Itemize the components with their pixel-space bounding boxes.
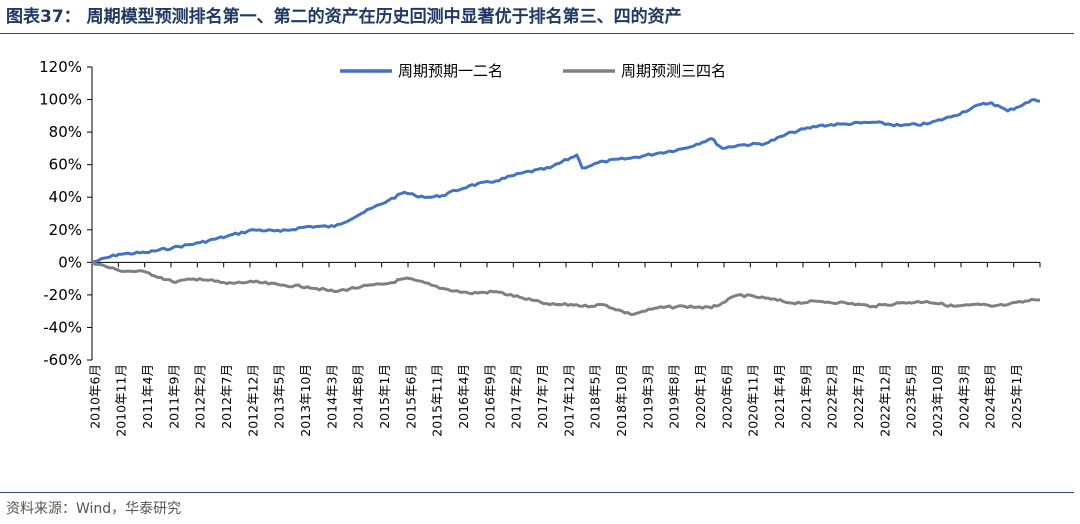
x-tick-label: 2014年8月: [351, 364, 366, 429]
y-tick-label: 100%: [39, 91, 82, 109]
x-tick-label: 2010年6月: [87, 364, 102, 429]
series-line-2: [91, 261, 1041, 316]
title-divider: [0, 33, 1074, 34]
x-tick-label: 2024年8月: [983, 364, 998, 429]
x-tick-label: 2014年3月: [324, 364, 339, 429]
x-tick-label: 2018年10月: [614, 364, 629, 437]
x-tick-label: 2017年12月: [561, 364, 576, 437]
y-tick-label: -40%: [43, 318, 82, 336]
legend-label: 周期预期一二名: [398, 62, 503, 80]
x-tick-label: 2012年12月: [245, 364, 260, 437]
y-axis: -60% -40% -20% 0% 20% 40% 60% 80% 100% 120%: [39, 58, 93, 369]
x-tick-label: 2020年6月: [719, 364, 734, 429]
x-tick-label: 2012年2月: [193, 364, 208, 429]
x-tick-label: 2025年1月: [1009, 364, 1024, 429]
x-tick-label: 2013年10月: [298, 364, 313, 437]
series-lines: [91, 98, 1041, 316]
x-tick-label: 2022年2月: [825, 364, 840, 429]
x-tick-label: 2012年7月: [219, 364, 234, 429]
x-tick-label: 2016年9月: [482, 364, 497, 429]
figure-title: 图表37： 周期模型预测排名第一、第二的资产在历史回测中显著优于排名第三、四的资…: [6, 7, 682, 27]
y-tick-label: 120%: [39, 58, 82, 76]
y-tick-label: 0%: [58, 253, 82, 271]
x-tick-label: 2010年11月: [114, 364, 129, 437]
legend-item-1: 周期预期一二名: [340, 62, 503, 80]
y-tick-label: 40%: [49, 188, 82, 206]
x-tick-label: 2021年9月: [798, 364, 813, 429]
x-tick-label: 2013年5月: [272, 364, 287, 429]
y-tick-label: -60%: [43, 351, 82, 369]
legend-item-2: 周期预测三四名: [563, 62, 726, 80]
x-axis: 2010年6月 2010年11月 2011年4月 2011年9月 2012年2月 2012…: [87, 261, 1041, 437]
x-tick-label: 2023年5月: [904, 364, 919, 429]
x-tick-label: 2020年11月: [746, 364, 761, 437]
x-tick-label: 2016年4月: [456, 364, 471, 429]
x-tick-label: 2024年3月: [956, 364, 971, 429]
y-tick-label: 80%: [49, 123, 82, 141]
x-tick-label: 2022年7月: [851, 364, 866, 429]
x-tick-label: 2015年6月: [403, 364, 418, 429]
x-tick-label: 2019年8月: [667, 364, 682, 429]
y-tick-label: 60%: [49, 156, 82, 174]
x-tick-label: 2020年1月: [693, 364, 708, 429]
legend: 周期预期一二名 周期预测三四名: [340, 62, 726, 80]
x-tick-label: 2023年10月: [930, 364, 945, 437]
x-tick-label: 2022年12月: [877, 364, 892, 437]
x-tick-label: 2017年2月: [509, 364, 524, 429]
y-tick-label: -20%: [43, 286, 82, 304]
x-tick-label: 2015年1月: [377, 364, 392, 429]
x-tick-label: 2018年5月: [588, 364, 603, 429]
x-tick-label: 2015年11月: [430, 364, 445, 437]
source-note: 资料来源：Wind，华泰研究: [6, 501, 182, 517]
x-tick-label: 2011年4月: [140, 364, 155, 429]
series-line-1: [91, 98, 1041, 264]
x-tick-label: 2021年4月: [772, 364, 787, 429]
footer-divider: [0, 492, 1074, 493]
line-chart: -60% -40% -20% 0% 20% 40% 60% 80% 100% 120% 2010年…: [39, 58, 1041, 437]
y-tick-label: 20%: [49, 221, 82, 239]
x-tick-label: 2011年9月: [166, 364, 181, 429]
x-tick-label: 2019年3月: [640, 364, 655, 429]
x-tick-label: 2017年7月: [535, 364, 550, 429]
legend-label: 周期预测三四名: [621, 62, 726, 80]
